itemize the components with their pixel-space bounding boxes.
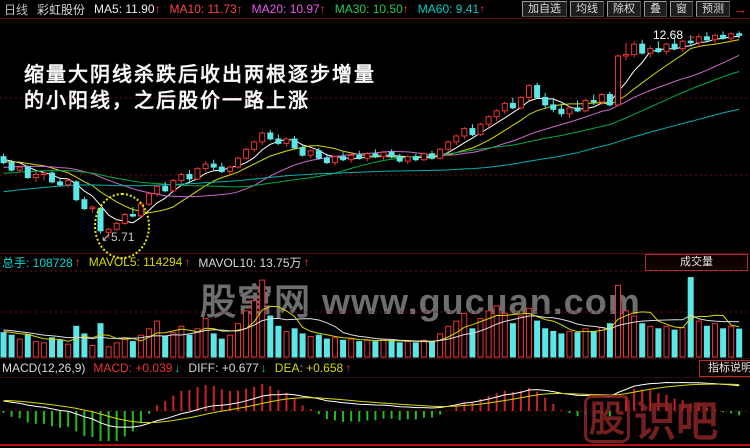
up-arrow-icon: ↑ [184,255,191,269]
annotation-text: 缩量大阴线杀跌后收出两根逐步增量 的小阳线，之后股价一路上涨 [24,62,376,114]
stock-name: 彩虹股份 [37,2,86,17]
macd-histogram-group [2,384,741,441]
toolbar-separator [0,18,750,19]
volume-chart[interactable] [0,270,750,358]
add-watchlist-button[interactable]: 加自选 [522,1,567,17]
site-watermark: 股窜网 www.gucuan.com [200,281,641,322]
down-arrow-icon: ↓ [174,360,181,375]
macd-value-text: MACD: +0.039 [93,360,173,375]
volume-bars-group [0,277,743,358]
diff-line [3,381,740,428]
last-price-value: 12.68 [653,28,684,42]
ma10-legend: MA10: 11.73 ↑ [169,2,243,16]
overlay-button[interactable]: 叠 [644,1,667,17]
up-arrow-icon: ↑ [479,2,486,16]
mavol10-text: MAVOL10: 13.75万 [198,255,302,270]
volume-pane-label[interactable]: 成交量 [645,254,748,271]
ma30-line [3,71,740,188]
up-arrow-icon: ↑ [345,360,352,375]
exrights-button[interactable]: 除权 [607,1,641,17]
right-arrow-icon: → [685,28,698,42]
window-button[interactable]: 窗 [670,1,693,17]
main-candlestick-chart[interactable] [0,19,750,253]
scroll-right-icon[interactable]: → [733,1,747,17]
candles-group [0,31,743,238]
brand-watermark-first-char: 股 [584,394,631,443]
ma60-line [3,108,740,193]
top-toolbar: 日线 彩虹股份 MA5: 11.90 ↑ MA10: 11.73 ↑ MA20: 10.… [0,0,750,18]
mavol5-line [3,305,740,343]
annotation-line-1: 缩量大阴线杀跌后收出两根逐步增量 [24,64,376,86]
ma30-legend: MA30: 10.50 ↑ [334,2,409,16]
mavol5-text: MAVOL5: 114294 [88,255,183,269]
ma20-legend: MA20: 10.97 ↑ [251,2,326,16]
macd-header: MACD(12,26,9) MACD: +0.039 ↓ DIFF: +0.67… [0,358,750,376]
dea-value-text: DEA: +0.658 [274,360,344,375]
toolbar-buttons: 加自选 均线 除权叠窗预测 → [522,1,750,17]
bottom-border-line [0,444,750,446]
macd-params-text: MACD(12,26,9) [2,360,86,375]
macd-pane-top-gridline [0,377,750,378]
low-price-label: ↙5.71 [101,230,135,244]
period-label[interactable]: 日线 [4,2,29,17]
up-arrow-icon: ↑ [236,2,243,16]
highlight-ellipse [94,193,150,259]
last-price-label: 12.68 → [653,28,697,42]
ma-legend: MA5: 11.90 ↑ MA10: 11.73 ↑ MA20: 10.97 ↑ MA30:… [94,2,485,16]
ma60-legend: MA60: 9.41 ↑ [417,2,486,16]
chart-legend-bar: 日线 彩虹股份 MA5: 11.90 ↑ MA10: 11.73 ↑ MA20: 10.… [0,1,485,18]
up-arrow-icon: ↑ [402,2,409,16]
diff-value-text: DIFF: +0.677 [188,360,259,375]
ma20-line [3,54,740,198]
up-arrow-icon: ↑ [319,2,326,16]
ma5-legend: MA5: 11.90 ↑ [94,2,161,16]
ma-settings-button[interactable]: 均线 [570,1,604,17]
up-arrow-icon: ↑ [154,2,161,16]
forecast-button[interactable]: 预测 [696,1,730,17]
up-arrow-icon: ↑ [74,255,81,269]
mavol10-line [3,314,740,342]
annotation-line-2: 的小阳线，之后股价一路上涨 [24,90,310,112]
brand-watermark: 股 识吧 [584,388,718,448]
total-volume-text: 总手: 108728 [2,255,73,270]
up-arrow-icon: ↑ [303,255,310,269]
volume-header: 总手: 108728 ↑ MAVOL5: 114294 ↑ MAVOL10: 1… [0,253,750,270]
indicator-help-button[interactable]: 指标说明 [699,360,750,377]
brand-watermark-rest: 识吧 [634,398,719,445]
down-arrow-icon: ↓ [260,360,267,375]
